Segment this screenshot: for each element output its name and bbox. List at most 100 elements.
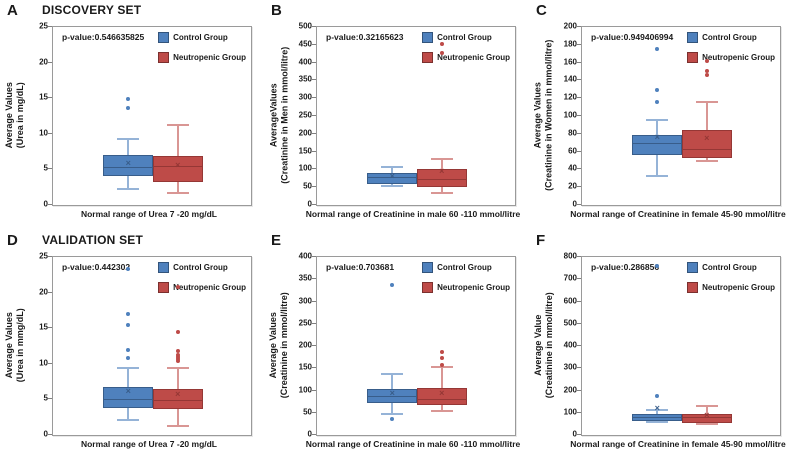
panel-letter-e: E bbox=[271, 232, 282, 249]
legend-swatch-control-icon bbox=[687, 262, 699, 273]
y-tick-label: 15 bbox=[39, 322, 48, 332]
legend-entry-control: Control Group bbox=[158, 32, 246, 43]
whisker-cap-low-control bbox=[646, 421, 669, 424]
y-tick-label: 200 bbox=[563, 21, 577, 31]
y-tick-label: 100 bbox=[563, 407, 577, 417]
box-neutropenic bbox=[681, 130, 732, 159]
y-tick-label: 15 bbox=[39, 92, 48, 102]
y-tick-mark bbox=[312, 204, 316, 205]
mean-marker-neutropenic: × bbox=[439, 388, 445, 399]
box-neutropenic bbox=[416, 168, 467, 188]
y-tick-mark bbox=[312, 150, 316, 152]
whisker-cap-low-control bbox=[646, 174, 669, 177]
outlier-dot-neutropenic bbox=[175, 330, 180, 335]
legend: Control Group Neutropenic Group bbox=[422, 262, 510, 293]
y-tick-mark bbox=[48, 327, 52, 329]
outlier-dot-neutropenic bbox=[175, 348, 180, 353]
mean-marker-control: × bbox=[125, 158, 131, 169]
whisker-cap-low-neutropenic bbox=[695, 422, 718, 425]
y-tick-mark bbox=[312, 322, 316, 324]
y-tick-label: 450 bbox=[298, 39, 312, 49]
y-tick-mark bbox=[577, 411, 581, 413]
y-tick-label: 400 bbox=[298, 251, 312, 261]
legend-entry-neutropenic: Neutropenic Group bbox=[158, 282, 246, 293]
median-line-control bbox=[368, 395, 417, 397]
y-tick-label: 350 bbox=[298, 273, 312, 283]
legend-swatch-neutropenic-icon bbox=[158, 282, 170, 293]
plot-area-b: p-value:0.32165623 Control Group Neutropen… bbox=[316, 26, 516, 206]
y-tick-mark bbox=[312, 411, 316, 413]
box-neutropenic bbox=[152, 155, 203, 183]
y-tick-label: 80 bbox=[568, 128, 577, 138]
legend-swatch-control-icon bbox=[422, 32, 434, 43]
outlier-dot-neutropenic bbox=[175, 356, 180, 361]
y-tick-mark bbox=[312, 186, 316, 188]
whisker-cap-low-neutropenic bbox=[166, 424, 189, 427]
legend-label-control: Control Group bbox=[702, 263, 757, 272]
y-tick-label: 350 bbox=[298, 74, 312, 84]
y-tick-label: 250 bbox=[298, 318, 312, 328]
set-title: VALIDATION SET bbox=[42, 233, 144, 247]
outlier-dot-control bbox=[126, 322, 131, 327]
y-tick-label: 40 bbox=[568, 163, 577, 173]
mean-marker-neutropenic: × bbox=[704, 133, 710, 144]
mean-marker-neutropenic: × bbox=[704, 410, 710, 421]
plot-area-e: p-value:0.703681 Control Group Neutropenic… bbox=[316, 256, 516, 436]
legend: Control Group Neutropenic Group bbox=[687, 262, 775, 293]
median-line-neutropenic bbox=[417, 179, 466, 181]
p-value-annotation: p-value:0.32165623 bbox=[326, 32, 404, 42]
legend: Control Group Neutropenic Group bbox=[422, 32, 510, 63]
y-tick-mark bbox=[312, 256, 316, 257]
y-tick-label: 100 bbox=[298, 163, 312, 173]
mean-marker-control: × bbox=[654, 132, 660, 143]
y-tick-mark bbox=[577, 300, 581, 302]
outlier-dot-control bbox=[655, 263, 660, 268]
legend-label-control: Control Group bbox=[173, 263, 228, 272]
y-tick-mark bbox=[312, 79, 316, 81]
y-tick-label: 100 bbox=[298, 385, 312, 394]
y-tick-mark bbox=[48, 61, 52, 63]
legend: Control Group Neutropenic Group bbox=[687, 32, 775, 63]
y-tick-mark bbox=[48, 97, 52, 99]
y-tick-mark bbox=[577, 322, 581, 324]
y-tick-label: 20 bbox=[39, 287, 48, 297]
y-tick-label: 0 bbox=[307, 199, 312, 209]
panel-letter-d: D bbox=[7, 232, 18, 249]
legend: Control Group Neutropenic Group bbox=[158, 262, 246, 293]
outlier-dot-neutropenic bbox=[439, 42, 444, 47]
y-tick-label: 120 bbox=[563, 92, 577, 102]
y-tick-label: 5 bbox=[43, 163, 48, 173]
whisker-cap-high-control bbox=[646, 408, 669, 411]
y-tick-label: 500 bbox=[563, 318, 577, 328]
y-tick-mark bbox=[312, 389, 316, 391]
y-tick-label: 5 bbox=[43, 393, 48, 403]
y-tick-mark bbox=[312, 278, 316, 280]
y-tick-mark bbox=[577, 43, 581, 45]
y-tick-mark bbox=[312, 367, 316, 369]
legend-entry-neutropenic: Neutropenic Group bbox=[158, 52, 246, 63]
y-tick-mark bbox=[577, 168, 581, 170]
legend-label-neutropenic: Neutropenic Group bbox=[173, 283, 246, 292]
y-tick-mark bbox=[577, 61, 581, 63]
y-tick-label: 25 bbox=[39, 251, 48, 261]
outlier-dot-neutropenic bbox=[175, 354, 180, 359]
whisker-cap-high-control bbox=[381, 165, 404, 168]
y-tick-mark bbox=[48, 132, 52, 134]
y-tick-mark bbox=[312, 345, 316, 346]
y-tick-label: 150 bbox=[298, 146, 312, 156]
mean-marker-neutropenic: × bbox=[175, 389, 181, 400]
y-tick-mark bbox=[312, 97, 316, 99]
y-tick-label: 400 bbox=[298, 57, 312, 67]
y-tick-mark bbox=[48, 204, 52, 205]
y-tick-label: 300 bbox=[298, 296, 312, 305]
whisker-cap-high-neutropenic bbox=[695, 100, 718, 103]
x-axis-label: Normal range of Creatinine in female 45-… bbox=[570, 439, 786, 449]
mean-marker-control: × bbox=[125, 386, 131, 397]
median-line-control bbox=[368, 177, 417, 179]
y-tick-mark bbox=[577, 389, 581, 391]
mean-marker-neutropenic: × bbox=[439, 166, 445, 177]
outlier-dot-control bbox=[390, 283, 395, 288]
y-tick-label: 300 bbox=[298, 92, 312, 102]
y-tick-mark bbox=[577, 97, 581, 99]
